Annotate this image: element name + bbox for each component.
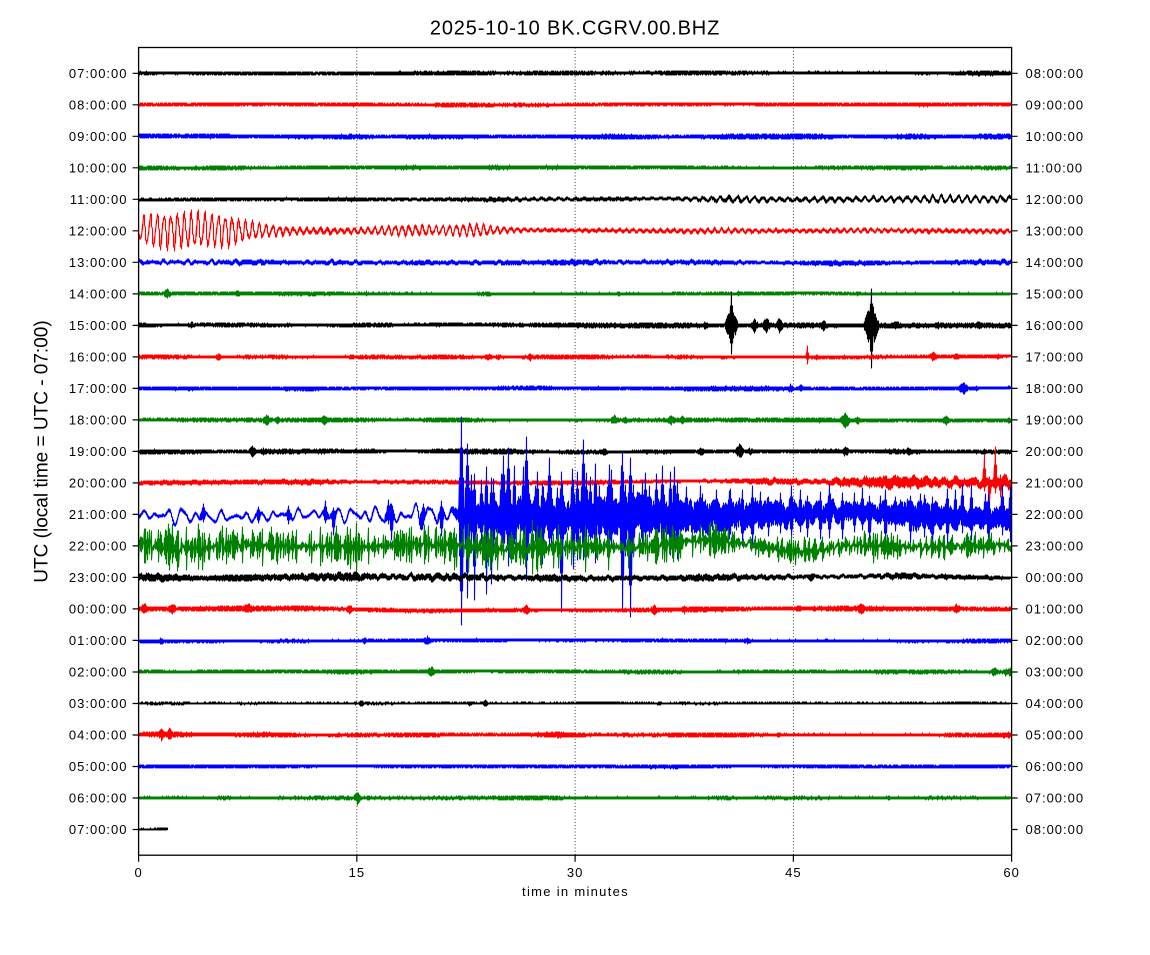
svg-text:16:00:00: 16:00:00 <box>1026 318 1085 333</box>
svg-text:19:00:00: 19:00:00 <box>1026 413 1085 428</box>
svg-text:15:00:00: 15:00:00 <box>1026 287 1085 302</box>
svg-text:00:00:00: 00:00:00 <box>69 602 128 617</box>
svg-text:20:00:00: 20:00:00 <box>1026 444 1085 459</box>
svg-text:06:00:00: 06:00:00 <box>1026 759 1085 774</box>
svg-text:23:00:00: 23:00:00 <box>1026 539 1085 554</box>
svg-text:10:00:00: 10:00:00 <box>1026 129 1085 144</box>
svg-text:15:00:00: 15:00:00 <box>69 318 128 333</box>
svg-text:00:00:00: 00:00:00 <box>1026 570 1085 585</box>
svg-text:05:00:00: 05:00:00 <box>1026 728 1085 743</box>
svg-text:03:00:00: 03:00:00 <box>1026 665 1085 680</box>
svg-text:20:00:00: 20:00:00 <box>69 476 128 491</box>
svg-text:11:00:00: 11:00:00 <box>70 192 128 207</box>
svg-text:14:00:00: 14:00:00 <box>1026 255 1085 270</box>
svg-text:11:00:00: 11:00:00 <box>1026 160 1084 175</box>
svg-text:21:00:00: 21:00:00 <box>69 507 128 522</box>
svg-text:10:00:00: 10:00:00 <box>69 160 128 175</box>
svg-text:13:00:00: 13:00:00 <box>1026 223 1085 238</box>
svg-text:17:00:00: 17:00:00 <box>1026 350 1085 365</box>
svg-text:22:00:00: 22:00:00 <box>1026 507 1085 522</box>
svg-text:02:00:00: 02:00:00 <box>69 665 128 680</box>
svg-text:16:00:00: 16:00:00 <box>69 350 128 365</box>
svg-text:06:00:00: 06:00:00 <box>69 791 128 806</box>
svg-text:18:00:00: 18:00:00 <box>1026 381 1085 396</box>
svg-text:14:00:00: 14:00:00 <box>69 287 128 302</box>
svg-text:07:00:00: 07:00:00 <box>69 822 128 837</box>
svg-text:07:00:00: 07:00:00 <box>1026 791 1085 806</box>
svg-text:60: 60 <box>1003 865 1019 880</box>
svg-text:0: 0 <box>134 865 142 880</box>
svg-text:19:00:00: 19:00:00 <box>69 444 128 459</box>
svg-text:03:00:00: 03:00:00 <box>69 696 128 711</box>
svg-text:13:00:00: 13:00:00 <box>69 255 128 270</box>
svg-text:09:00:00: 09:00:00 <box>69 129 128 144</box>
svg-text:12:00:00: 12:00:00 <box>69 223 128 238</box>
svg-text:01:00:00: 01:00:00 <box>69 633 128 648</box>
svg-text:08:00:00: 08:00:00 <box>69 97 128 112</box>
svg-text:17:00:00: 17:00:00 <box>69 381 128 396</box>
svg-text:45: 45 <box>785 865 801 880</box>
svg-text:21:00:00: 21:00:00 <box>1026 476 1085 491</box>
svg-text:01:00:00: 01:00:00 <box>1026 602 1085 617</box>
svg-text:22:00:00: 22:00:00 <box>69 539 128 554</box>
svg-text:2025-10-10 BK.CGRV.00.BHZ: 2025-10-10 BK.CGRV.00.BHZ <box>430 18 720 40</box>
svg-text:05:00:00: 05:00:00 <box>69 759 128 774</box>
svg-text:23:00:00: 23:00:00 <box>69 570 128 585</box>
svg-text:04:00:00: 04:00:00 <box>69 728 128 743</box>
svg-text:30: 30 <box>567 865 583 880</box>
svg-text:18:00:00: 18:00:00 <box>69 413 128 428</box>
svg-text:09:00:00: 09:00:00 <box>1026 97 1085 112</box>
svg-text:07:00:00: 07:00:00 <box>69 66 128 81</box>
svg-text:UTC (local time = UTC - 07:00): UTC (local time = UTC - 07:00) <box>32 320 53 582</box>
svg-text:08:00:00: 08:00:00 <box>1026 66 1085 81</box>
svg-text:08:00:00: 08:00:00 <box>1026 822 1085 837</box>
svg-text:15: 15 <box>349 865 365 880</box>
svg-text:02:00:00: 02:00:00 <box>1026 633 1085 648</box>
svg-text:04:00:00: 04:00:00 <box>1026 696 1085 711</box>
svg-text:time in minutes: time in minutes <box>522 884 629 899</box>
svg-text:12:00:00: 12:00:00 <box>1026 192 1085 207</box>
